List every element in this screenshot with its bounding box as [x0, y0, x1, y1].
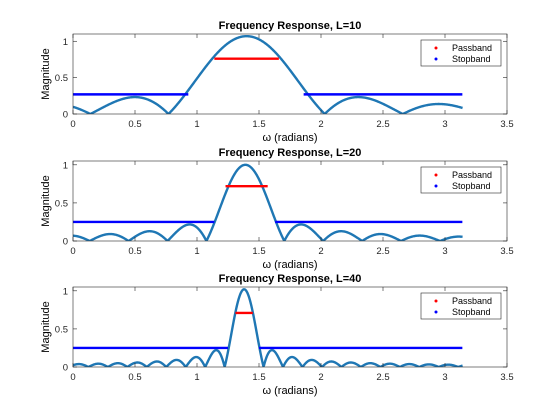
y-axis-label: Magnitude [40, 301, 52, 352]
y-tick-label: 0.5 [55, 73, 68, 84]
legend-label-passband: Passband [452, 43, 492, 53]
y-tick-label: 1 [63, 286, 68, 297]
x-tick-label: 1.5 [252, 372, 265, 383]
legend-marker-stopband [434, 310, 438, 314]
response-curve [73, 34, 464, 114]
x-tick-label: 2.5 [376, 119, 389, 130]
axes-box [72, 33, 508, 115]
x-tick-label: 3.5 [500, 246, 513, 257]
x-tick-label: 1 [194, 246, 199, 257]
subplot-1: 0 0.5 1 1.5 2 2.5 3 3.5 0 0.5 1 Frequency Response,… [40, 20, 514, 144]
x-tick-label: 3 [442, 119, 447, 130]
chart-title: Frequency Response, L=40 [219, 273, 362, 285]
legend-marker-stopband [434, 184, 438, 188]
data-layer [73, 163, 464, 241]
x-tick-label: 0 [70, 372, 75, 383]
chart-title: Frequency Response, L=20 [219, 147, 362, 159]
x-tick-label: 2 [318, 246, 323, 257]
y-tick-label: 0.5 [55, 324, 68, 335]
data-layer [73, 288, 464, 367]
legend-marker-stopband [434, 57, 438, 61]
x-tick-label: 1 [194, 372, 199, 383]
legend-label-stopband: Stopband [452, 307, 491, 317]
y-tick-label: 0.5 [55, 198, 68, 209]
y-tick-label: 1 [63, 37, 68, 48]
response-curve [73, 288, 464, 367]
x-tick-label: 2.5 [376, 246, 389, 257]
x-tick-label: 0.5 [128, 119, 141, 130]
x-tick-label: 1.5 [252, 246, 265, 257]
y-tick-label: 0 [63, 110, 68, 121]
data-layer [73, 34, 464, 114]
subplot-2: 0 0.5 1 1.5 2 2.5 3 3.5 0 0.5 1 Frequency Response,… [40, 147, 514, 271]
x-axis-label: ω (radians) [262, 385, 317, 397]
y-axis-label: Magnitude [40, 48, 52, 99]
x-tick-label: 3.5 [500, 372, 513, 383]
x-tick-label: 3.5 [500, 119, 513, 130]
y-tick-label: 0 [63, 237, 68, 248]
legend-label-passband: Passband [452, 170, 492, 180]
y-tick-label: 1 [63, 160, 68, 171]
axes-box [72, 286, 508, 368]
x-tick-label: 1.5 [252, 119, 265, 130]
response-curve [73, 163, 464, 241]
x-tick-label: 2 [318, 119, 323, 130]
legend-label-stopband: Stopband [452, 181, 491, 191]
x-axis-label: ω (radians) [262, 132, 317, 144]
legend-label-passband: Passband [452, 296, 492, 306]
x-tick-label: 3 [442, 246, 447, 257]
legend-marker-passband [434, 46, 438, 50]
x-tick-label: 0.5 [128, 372, 141, 383]
x-tick-label: 0 [70, 119, 75, 130]
x-tick-label: 3 [442, 372, 447, 383]
x-tick-label: 1 [194, 119, 199, 130]
legend-box [420, 292, 502, 320]
x-axis-label: ω (radians) [262, 259, 317, 271]
subplot-3: 0 0.5 1 1.5 2 2.5 3 3.5 0 0.5 1 Frequency Response,… [40, 273, 514, 397]
legend-marker-passband [434, 299, 438, 303]
y-axis-label: Magnitude [40, 175, 52, 226]
x-tick-label: 2 [318, 372, 323, 383]
x-tick-label: 0.5 [128, 246, 141, 257]
chart-title: Frequency Response, L=10 [219, 20, 362, 32]
legend-box [420, 39, 502, 67]
x-tick-label: 0 [70, 246, 75, 257]
x-tick-label: 2.5 [376, 372, 389, 383]
legend-label-stopband: Stopband [452, 54, 491, 64]
legend-box [420, 166, 502, 194]
axes-box [72, 160, 508, 242]
legend-marker-passband [434, 173, 438, 177]
y-tick-label: 0 [63, 363, 68, 374]
